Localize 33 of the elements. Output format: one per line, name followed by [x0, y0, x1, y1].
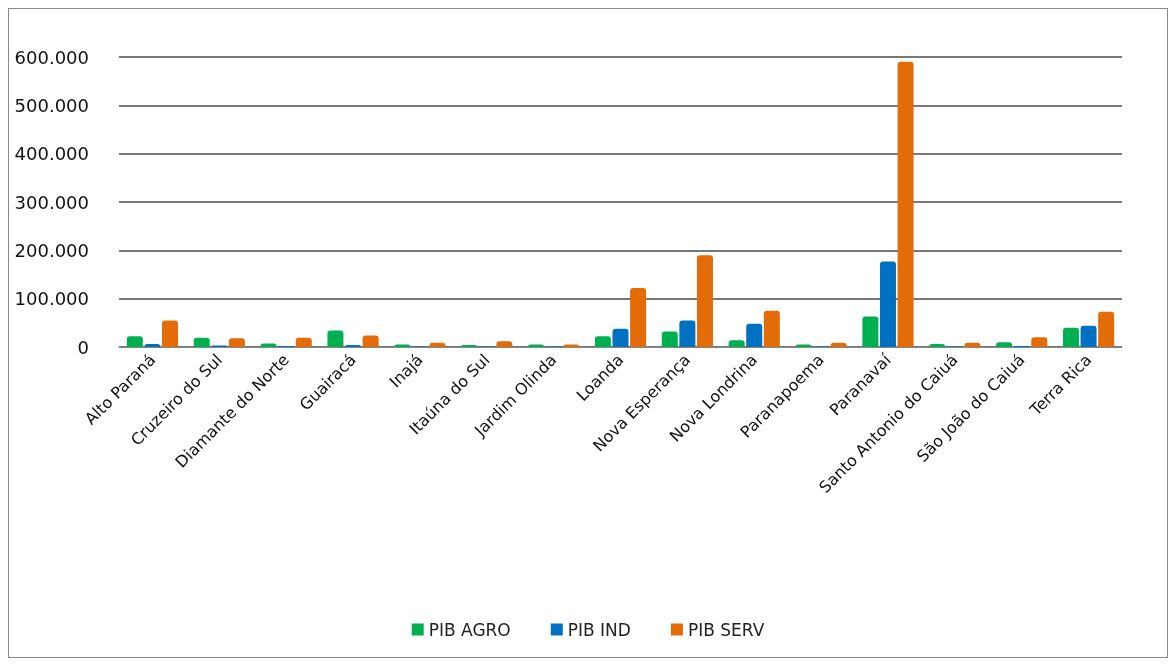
bar [679, 320, 696, 347]
legend-label: PIB AGRO [428, 619, 511, 640]
bar [228, 338, 245, 347]
bar [295, 337, 312, 347]
bar [897, 61, 914, 347]
bar [696, 255, 713, 347]
y-tick-label: 500.000 [14, 94, 89, 116]
bar [763, 310, 780, 347]
bar [362, 335, 379, 347]
y-tick-label: 0 [77, 336, 89, 358]
bar [746, 323, 763, 347]
bar [193, 337, 210, 347]
bar [862, 316, 879, 347]
bar [630, 288, 647, 347]
bar [728, 340, 745, 347]
bar [1080, 325, 1097, 347]
y-tick-label: 300.000 [14, 191, 89, 213]
y-tick-label: 400.000 [14, 143, 89, 165]
bar [612, 328, 629, 347]
y-tick-label: 100.000 [14, 288, 89, 310]
bar [661, 331, 678, 347]
bar [1098, 311, 1115, 347]
legend-label: PIB SERV [687, 619, 765, 640]
bar [1062, 327, 1079, 347]
y-tick-label: 200.000 [14, 239, 89, 261]
bar [327, 330, 344, 347]
bar [594, 336, 611, 347]
bar [879, 261, 896, 347]
bar [1031, 337, 1048, 347]
legend-label: PIB IND [567, 619, 631, 640]
y-tick-label: 600.000 [14, 46, 89, 68]
bar [162, 320, 179, 347]
bar [126, 336, 143, 347]
